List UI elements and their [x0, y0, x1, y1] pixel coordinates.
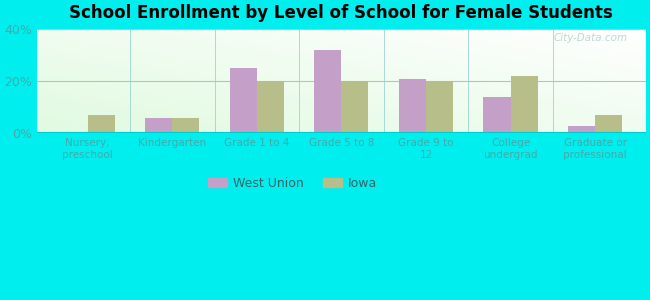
Bar — [145, 118, 172, 134]
Text: City-Data.com: City-Data.com — [553, 33, 627, 43]
Bar — [229, 68, 257, 134]
Bar — [172, 118, 200, 134]
Bar — [426, 81, 453, 134]
Bar — [510, 76, 538, 134]
Bar — [568, 126, 595, 134]
Title: School Enrollment by Level of School for Female Students: School Enrollment by Level of School for… — [70, 4, 613, 22]
Bar — [484, 97, 510, 134]
Bar — [399, 79, 426, 134]
Legend: West Union, Iowa: West Union, Iowa — [208, 177, 377, 190]
Bar — [595, 115, 622, 134]
Bar — [88, 115, 114, 134]
Bar — [341, 81, 369, 134]
Bar — [257, 81, 284, 134]
Bar — [315, 50, 341, 134]
